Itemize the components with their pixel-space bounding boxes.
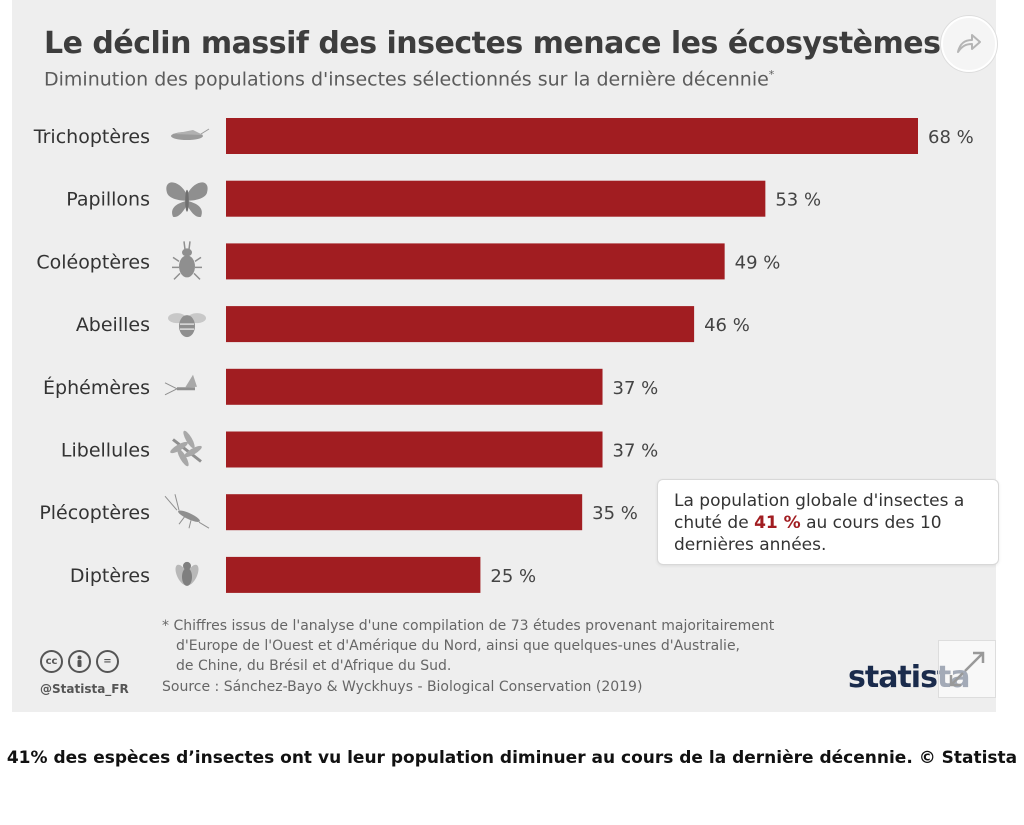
bar xyxy=(226,243,725,280)
license-icons: cc = xyxy=(40,650,119,673)
fly-icon xyxy=(175,561,199,586)
bar xyxy=(226,431,603,468)
expand-button[interactable] xyxy=(938,640,996,698)
category-label: Plécoptères xyxy=(39,502,150,524)
summary-callout: La population globale d'insectes a chuté… xyxy=(657,479,999,565)
person-icon xyxy=(77,655,82,667)
stonefly-icon xyxy=(164,494,210,529)
callout-text-end: au cours des 10 dernières années. xyxy=(674,513,942,555)
share-button[interactable] xyxy=(941,16,997,72)
creative-commons-icon: cc xyxy=(40,650,63,673)
callout-text-start: La population globale d'insectes a chuté… xyxy=(674,491,965,533)
category-label: Éphémères xyxy=(43,376,150,399)
mayfly-icon xyxy=(164,374,197,396)
value-label: 49 % xyxy=(735,252,781,273)
value-label: 46 % xyxy=(704,315,750,336)
value-label: 35 % xyxy=(592,503,638,524)
footnote-line-3: de Chine, du Brésil et d'Afrique du Sud. xyxy=(176,658,452,674)
bar xyxy=(226,556,481,593)
bar xyxy=(226,306,695,343)
value-label: 68 % xyxy=(928,127,974,148)
bar xyxy=(226,368,603,405)
share-arrow-icon xyxy=(957,34,981,53)
expand-icon xyxy=(949,651,985,687)
footnote-line-2: d'Europe de l'Ouest et d'Amérique du Nor… xyxy=(176,638,741,654)
chart-title: Le déclin massif des insectes menace les… xyxy=(44,26,941,61)
footnote: * Chiffres issus de l'analyse d'une comp… xyxy=(162,616,862,676)
subtitle-text: Diminution des populations d'insectes sé… xyxy=(44,68,769,91)
bar-chart: Trichoptères 68 % Papillons 53 % Coléoptères… xyxy=(33,118,974,593)
value-label: 53 % xyxy=(775,190,821,211)
image-caption: 41% des espèces d’insectes ont vu leur p… xyxy=(6,748,1018,768)
butterfly-icon xyxy=(166,182,208,217)
bar xyxy=(226,118,918,154)
category-label: Libellules xyxy=(61,440,150,462)
bar xyxy=(226,494,583,531)
category-label: Diptères xyxy=(70,565,150,587)
bee-icon xyxy=(168,313,206,338)
beetle-icon xyxy=(172,241,202,280)
footnote-line-1: * Chiffres issus de l'analyse d'une comp… xyxy=(162,618,775,634)
no-derivatives-icon: = xyxy=(96,650,119,673)
chart-subtitle: Diminution des populations d'insectes sé… xyxy=(44,68,774,90)
category-label: Abeilles xyxy=(76,314,150,336)
callout-text: La population globale d'insectes a chuté… xyxy=(674,490,994,556)
value-label: 37 % xyxy=(613,378,659,399)
callout-highlight-value: 41 % xyxy=(754,513,801,533)
category-label: Trichoptères xyxy=(33,126,150,148)
infographic-panel: Le déclin massif des insectes menace les… xyxy=(12,0,999,712)
dragonfly-icon xyxy=(170,430,202,467)
attribution-icon xyxy=(68,650,91,673)
value-label: 25 % xyxy=(490,566,536,587)
category-label: Papillons xyxy=(66,189,150,211)
caddisfly-icon xyxy=(171,128,210,140)
category-label: Coléoptères xyxy=(36,251,150,273)
value-label: 37 % xyxy=(613,441,659,462)
social-handle: @Statista_FR xyxy=(40,682,129,696)
bar xyxy=(226,180,766,217)
subtitle-asterisk: * xyxy=(768,68,775,81)
source-note: Source : Sánchez-Bayo & Wyckhuys - Biolo… xyxy=(162,679,643,695)
